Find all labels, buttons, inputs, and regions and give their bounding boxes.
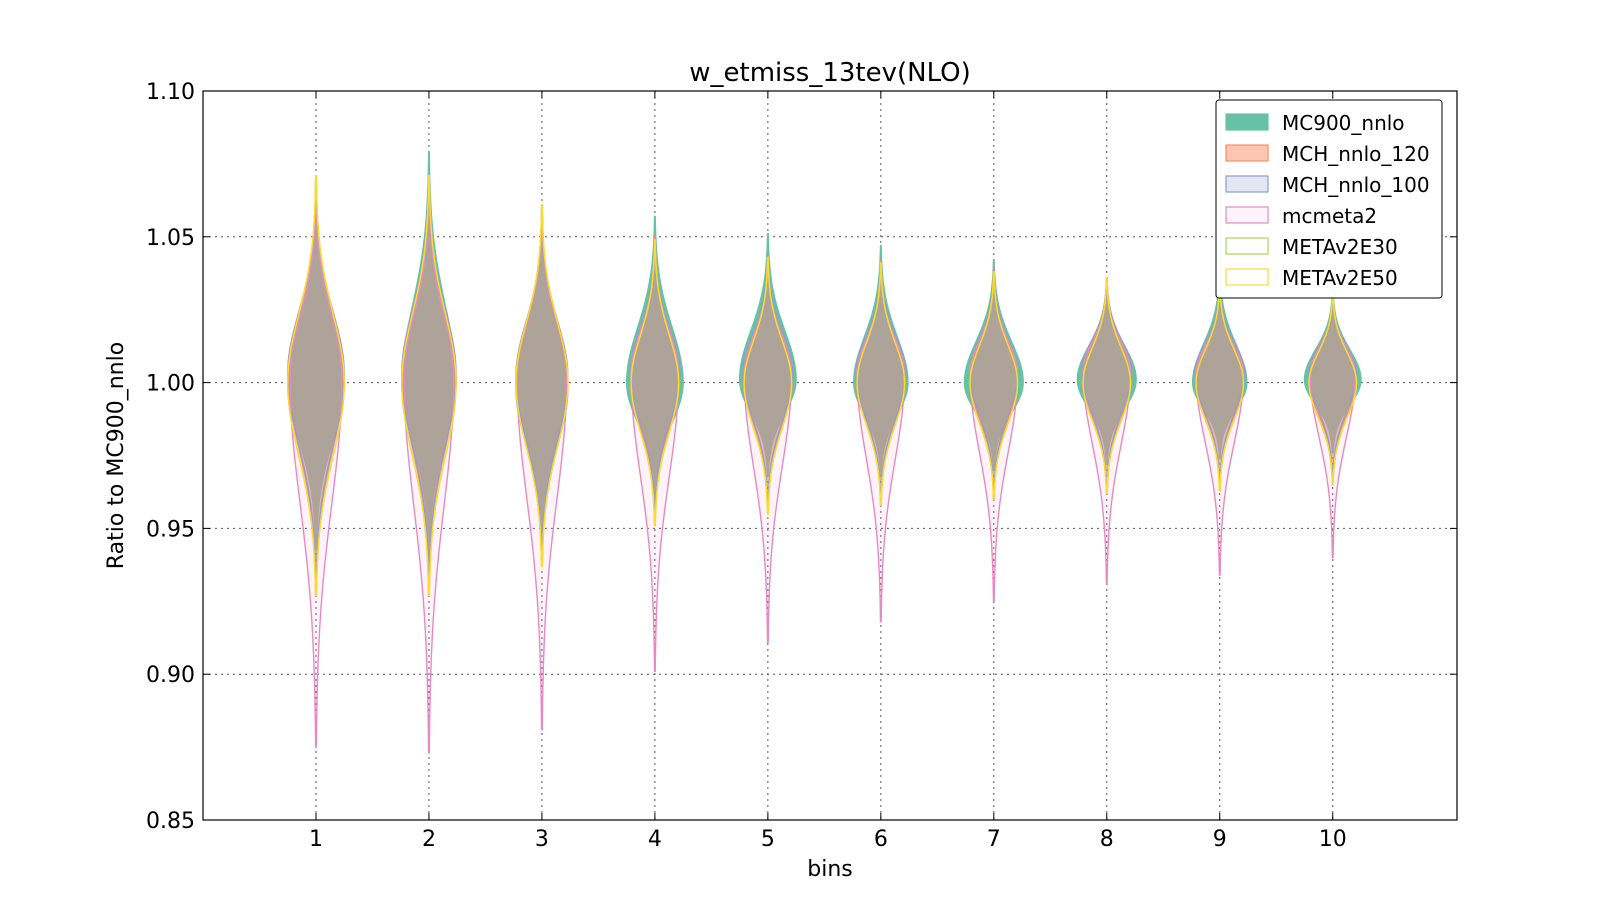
legend-label: mcmeta2 (1282, 204, 1377, 228)
violin-2-bin-4 (629, 236, 681, 515)
violins (287, 151, 1362, 754)
x-tick-label: 5 (761, 827, 775, 852)
y-tick-label: 0.90 (146, 663, 195, 688)
chart-title: w_etmiss_13tev(NLO) (689, 58, 971, 88)
violin-6-bin-2 (401, 174, 457, 597)
axis-ticks: 0.85 0.90 0.95 1.00 1.05 1.10 1 2 3 4 5 6 7 8 9 10 (146, 80, 1457, 852)
violin-2-bin-7 (969, 265, 1019, 495)
x-tick-label: 2 (422, 827, 436, 852)
x-tick-label: 1 (309, 827, 323, 852)
legend-label: MCH_nnlo_100 (1282, 173, 1430, 197)
legend-label: MCH_nnlo_120 (1282, 142, 1430, 166)
legend-swatch (1225, 268, 1269, 286)
x-tick-label: 10 (1319, 827, 1347, 852)
violin-6-bin-7 (969, 271, 1019, 500)
violin-6-bin-8 (1082, 276, 1132, 495)
legend-swatch (1225, 144, 1269, 162)
violin-series-5 (287, 174, 1358, 597)
legend-box (1215, 99, 1443, 299)
violin-6-bin-1 (287, 174, 345, 597)
legend-swatch (1225, 113, 1269, 131)
violin-6-bin-5 (743, 256, 793, 515)
y-tick-label: 1.10 (146, 80, 195, 105)
violin-6-bin-4 (630, 239, 680, 527)
y-axis-label: Ratio to MC900_nnlo (104, 342, 129, 569)
legend-label: METAv2E30 (1282, 235, 1398, 259)
legend-swatch (1225, 175, 1269, 193)
plot-frame (202, 90, 1458, 821)
x-tick-label: 8 (1100, 827, 1114, 852)
violin-6-bin-6 (856, 262, 906, 506)
x-tick-label: 7 (987, 827, 1001, 852)
legend-label: METAv2E50 (1282, 266, 1398, 290)
legend: MC900_nnlo MCH_nnlo_120 MCH_nnlo_100mcmeta… (1215, 99, 1443, 299)
x-tick-label: 4 (648, 827, 662, 852)
violin-3-bin-5 (742, 253, 794, 506)
x-axis-label: bins (807, 857, 852, 882)
y-tick-label: 0.85 (146, 809, 195, 834)
violin-series-3 (289, 189, 1357, 754)
violin-3-bin-7 (969, 268, 1019, 495)
y-tick-label: 1.00 (146, 372, 195, 397)
legend-label: MC900_nnlo (1282, 111, 1405, 135)
legend-swatch (1225, 237, 1269, 255)
legend-swatch (1225, 206, 1269, 224)
x-tick-label: 9 (1213, 827, 1227, 852)
x-tick-label: 6 (874, 827, 888, 852)
y-tick-label: 0.95 (146, 517, 195, 542)
violin-6-bin-3 (515, 204, 569, 568)
y-tick-label: 1.05 (146, 226, 195, 251)
violin-series-2 (287, 180, 1358, 582)
x-tick-label: 3 (535, 827, 549, 852)
